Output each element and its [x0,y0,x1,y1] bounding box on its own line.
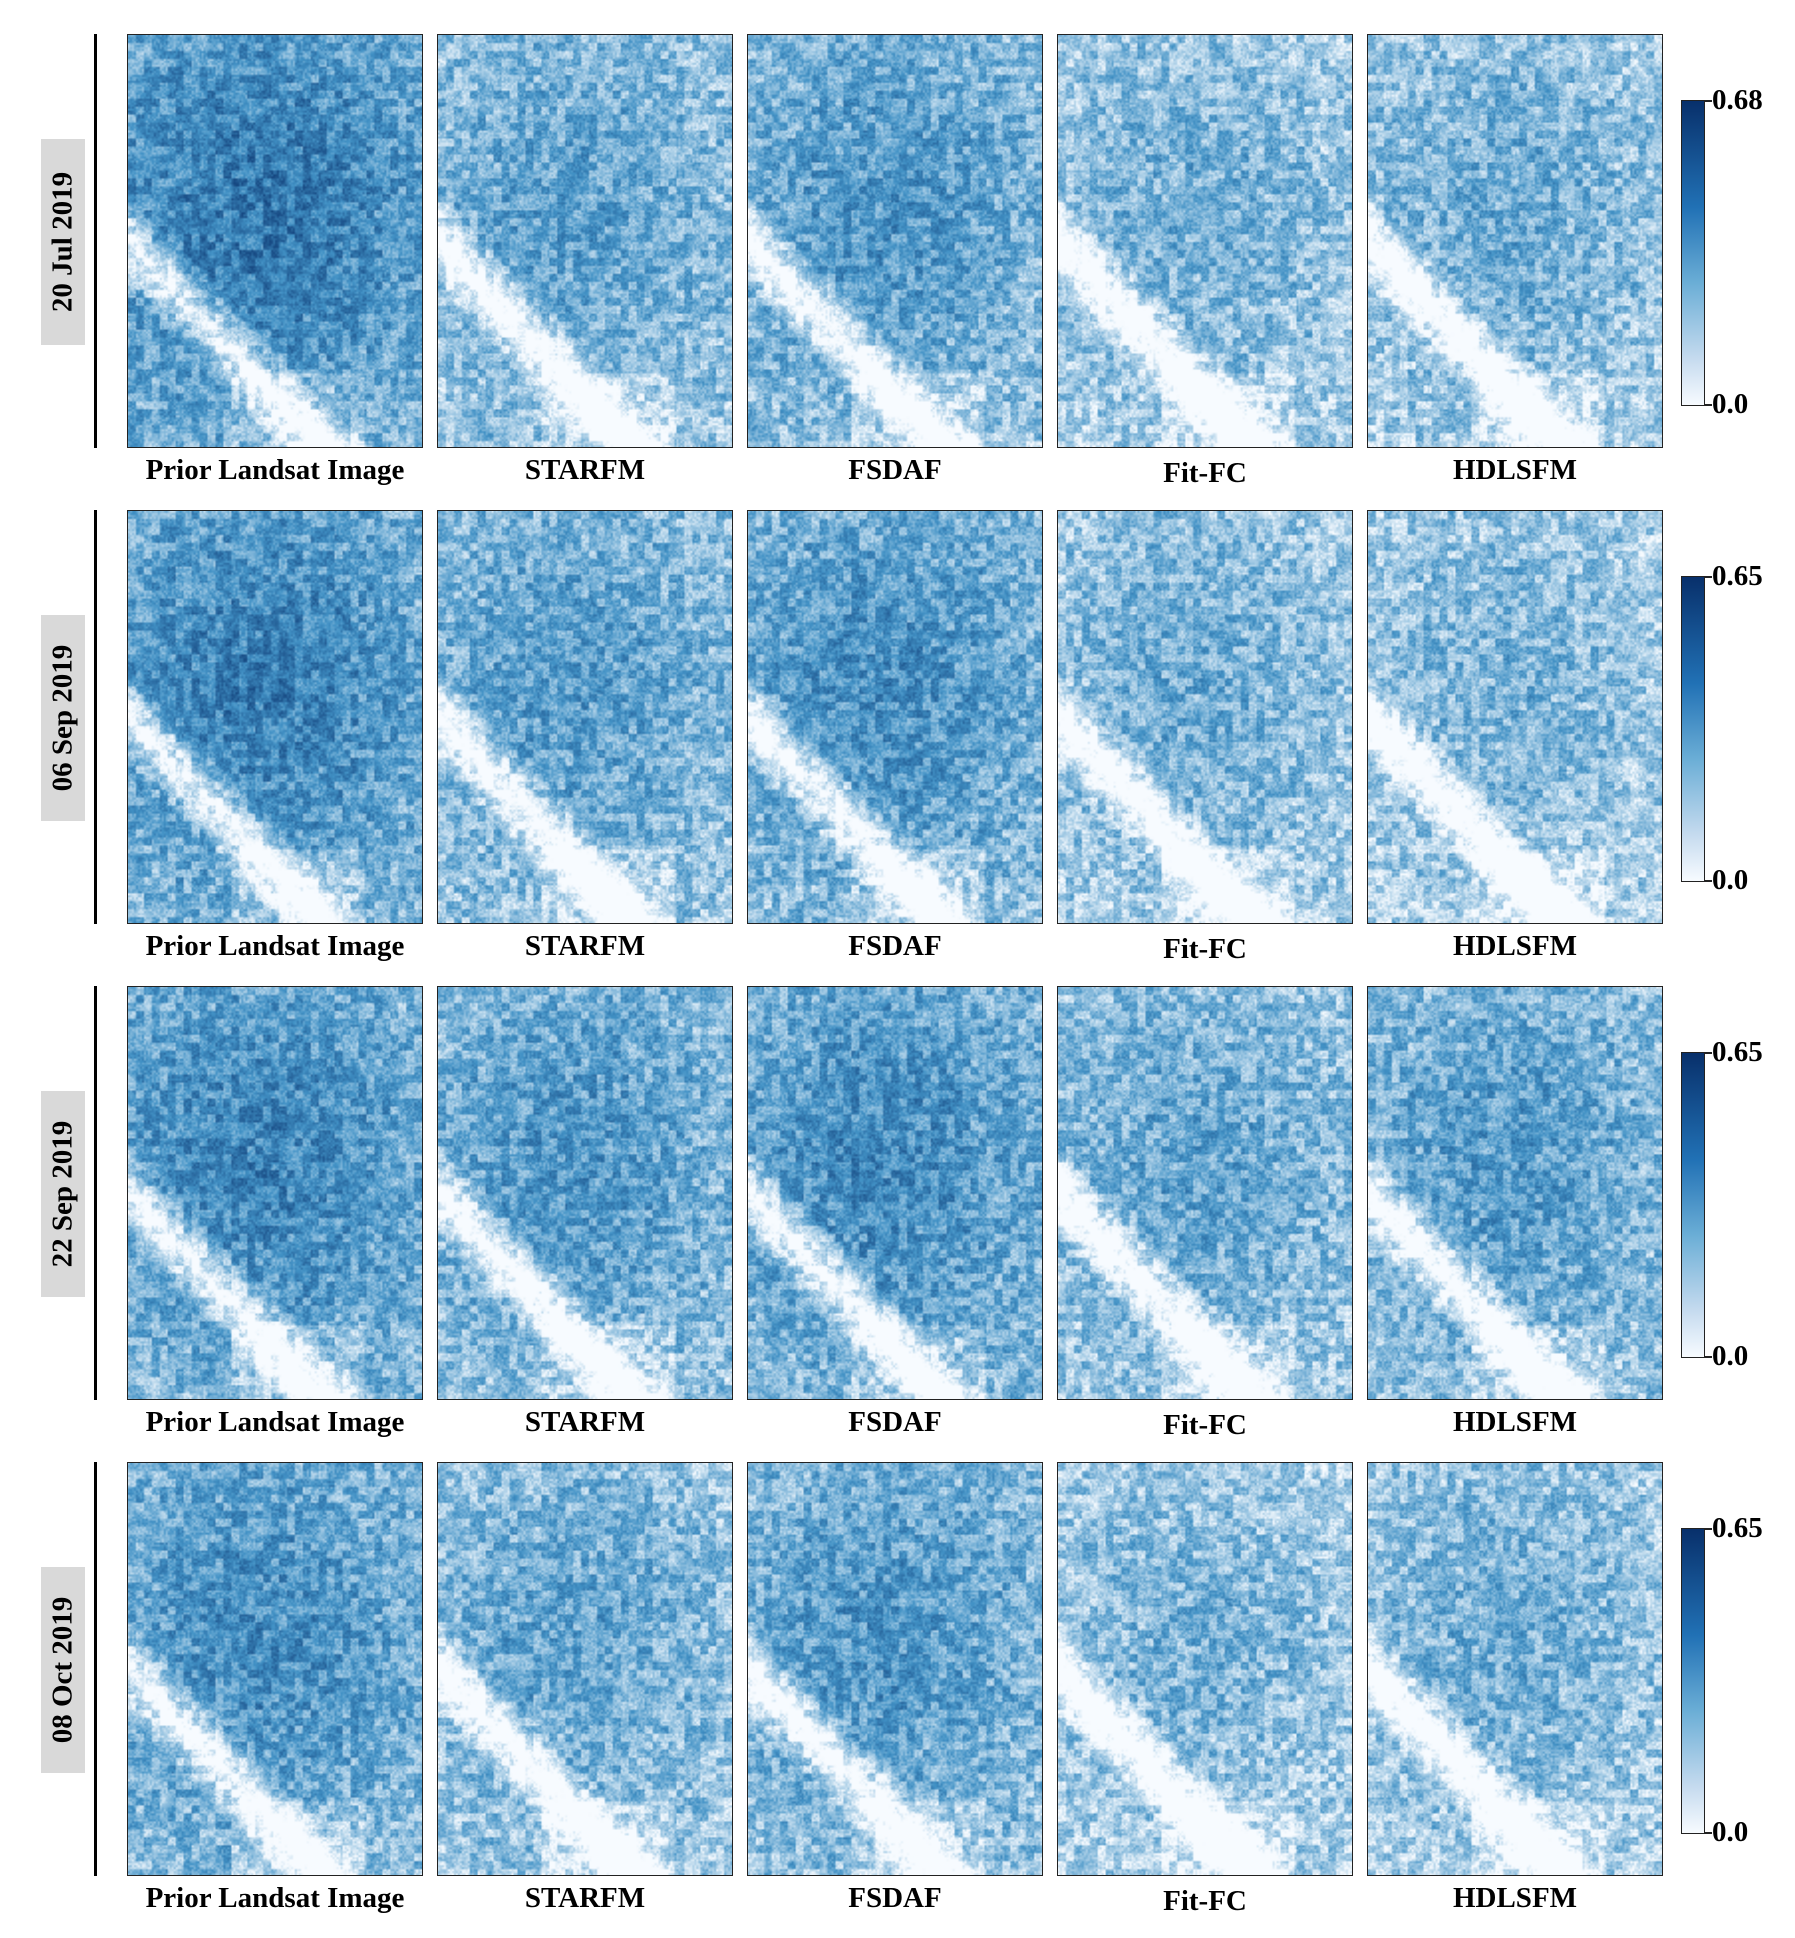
row-divider [94,986,97,1400]
map-image [438,987,732,1399]
panel-hdlsfm [1367,1462,1663,1876]
panel-caption: HDLSFM [1452,454,1578,486]
panel-caption: Prior Landsat Image [145,930,405,962]
date-label: 06 Sep 2019 [46,644,79,792]
date-label: 08 Oct 2019 [46,1596,79,1744]
map-image [748,35,1042,447]
map-image [1058,35,1352,447]
panel-caption: STARFM [524,1406,646,1438]
panel-caption: FSDAF [848,454,942,486]
panel-caption: Prior Landsat Image [145,1882,405,1914]
colorbar-tick [1704,880,1712,882]
panel-fit-fc [1057,510,1353,924]
panel-prior-landsat-image [127,34,423,448]
map-image [1058,987,1352,1399]
date-box: 08 Oct 2019 [41,1567,85,1773]
colorbar-max-label: 0.68 [1712,84,1763,116]
panel-fsdaf [747,986,1043,1400]
panel-caption: STARFM [524,930,646,962]
map-image [128,987,422,1399]
panel-caption: FSDAF [848,1406,942,1438]
colorbar-min-label: 0.0 [1712,1340,1749,1372]
colorbar-tick [1704,1832,1712,1834]
date-label: 20 Jul 2019 [46,171,79,313]
panel-starfm [437,510,733,924]
panel-caption: FSDAF [848,1882,942,1914]
date-box: 06 Sep 2019 [41,615,85,821]
panel-prior-landsat-image [127,1462,423,1876]
date-box: 20 Jul 2019 [41,139,85,345]
map-image [748,987,1042,1399]
map-image [1368,35,1662,447]
row-08-oct-2019: 08 Oct 2019 Prior Landsat Image STARFM F… [0,1462,1795,1938]
colorbar [1681,1052,1705,1358]
date-label: 22 Sep 2019 [46,1120,79,1268]
colorbar-tick [1704,1356,1712,1358]
panel-fit-fc [1057,986,1353,1400]
panel-prior-landsat-image [127,986,423,1400]
panel-caption: STARFM [524,454,646,486]
panel-caption: Fit-FC [1163,1885,1247,1917]
map-image [128,1463,422,1875]
row-divider [94,1462,97,1876]
row-divider [94,34,97,448]
panel-caption: STARFM [524,1882,646,1914]
row-20-jul-2019: 20 Jul 2019 Prior Landsat Image STARFM F… [0,34,1795,510]
colorbar-tick [1704,576,1712,578]
map-image [1368,1463,1662,1875]
colorbar-max-label: 0.65 [1712,1512,1763,1544]
panel-hdlsfm [1367,34,1663,448]
colorbar [1681,576,1705,882]
colorbar [1681,1528,1705,1834]
row-divider [94,510,97,924]
panel-caption: Fit-FC [1163,457,1247,489]
colorbar-min-label: 0.0 [1712,388,1749,420]
panel-starfm [437,986,733,1400]
colorbar-min-label: 0.0 [1712,864,1749,896]
date-box: 22 Sep 2019 [41,1091,85,1297]
map-image [1058,1463,1352,1875]
map-image [128,511,422,923]
panel-hdlsfm [1367,510,1663,924]
panel-fsdaf [747,34,1043,448]
panel-caption: HDLSFM [1452,1882,1578,1914]
map-image [748,511,1042,923]
colorbar [1681,100,1705,406]
panel-starfm [437,1462,733,1876]
panel-caption: Fit-FC [1163,933,1247,965]
panel-prior-landsat-image [127,510,423,924]
map-image [438,35,732,447]
panel-fsdaf [747,510,1043,924]
panel-fit-fc [1057,34,1353,448]
colorbar-tick [1704,404,1712,406]
panel-fit-fc [1057,1462,1353,1876]
panel-caption: Fit-FC [1163,1409,1247,1441]
panel-caption: Prior Landsat Image [145,1406,405,1438]
colorbar-max-label: 0.65 [1712,560,1763,592]
map-image [438,1463,732,1875]
row-06-sep-2019: 06 Sep 2019 Prior Landsat Image STARFM F… [0,510,1795,986]
panel-caption: HDLSFM [1452,930,1578,962]
colorbar-min-label: 0.0 [1712,1816,1749,1848]
colorbar-tick [1704,1052,1712,1054]
panel-fsdaf [747,1462,1043,1876]
map-image [128,35,422,447]
map-image [1058,511,1352,923]
panel-caption: FSDAF [848,930,942,962]
map-image [438,511,732,923]
panel-caption: Prior Landsat Image [145,454,405,486]
colorbar-tick [1704,1528,1712,1530]
panel-starfm [437,34,733,448]
panel-caption: HDLSFM [1452,1406,1578,1438]
panel-hdlsfm [1367,986,1663,1400]
map-image [1368,987,1662,1399]
row-22-sep-2019: 22 Sep 2019 Prior Landsat Image STARFM F… [0,986,1795,1462]
map-image [1368,511,1662,923]
colorbar-tick [1704,100,1712,102]
map-image [748,1463,1042,1875]
colorbar-max-label: 0.65 [1712,1036,1763,1068]
